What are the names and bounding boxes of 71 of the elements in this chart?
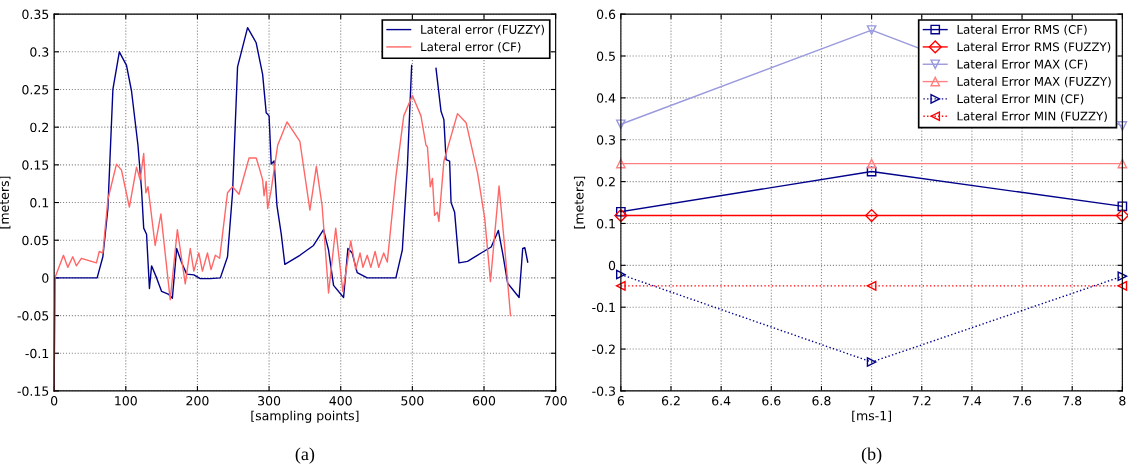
legend-label: Lateral Error MIN (FUZZY) xyxy=(957,111,1107,122)
x-tick-label: 400 xyxy=(329,396,352,406)
point xyxy=(615,206,626,217)
y-tick-label: 0.5 xyxy=(596,51,615,61)
x-tick-label: 6.2 xyxy=(661,396,680,406)
point xyxy=(866,158,877,169)
text: (b) xyxy=(861,447,882,464)
point xyxy=(615,269,626,280)
point xyxy=(866,280,877,291)
x-axis-title: [ms-1] xyxy=(852,410,891,422)
y-tick-label: -0.05 xyxy=(17,311,49,321)
text: (a) xyxy=(295,447,315,464)
x-tick-label: 7.4 xyxy=(962,396,982,406)
legend-label: Lateral Error RMS (CF) xyxy=(957,24,1087,36)
point xyxy=(1117,271,1128,282)
point xyxy=(865,208,879,223)
y-tick-label: 0.4 xyxy=(596,93,616,103)
y-tick-label: 0.2 xyxy=(30,122,49,133)
point xyxy=(615,158,626,169)
y-tick-label: -0.3 xyxy=(592,386,615,396)
x-tick-label: 100 xyxy=(115,396,137,406)
point xyxy=(1117,280,1128,291)
y-tick-label: 0.2 xyxy=(596,177,615,187)
x-tick-label: 6.6 xyxy=(762,396,781,406)
x-tick-label: 0 xyxy=(50,396,58,406)
y-tick-label: 0 xyxy=(608,260,616,271)
y-tick-label: -0.1 xyxy=(592,302,615,313)
y-tick-label: 0.3 xyxy=(30,47,49,57)
y-tick-label: 0.3 xyxy=(596,135,615,145)
legend-label: Lateral Error MAX (FUZZY) xyxy=(957,76,1111,88)
point xyxy=(614,208,628,223)
y-tick-label: 0.35 xyxy=(22,9,49,20)
x-tick-label: 7.2 xyxy=(912,396,931,406)
point xyxy=(1117,201,1128,212)
legend-label: Lateral error (CF) xyxy=(421,42,521,53)
legend-label: Lateral Error RMS (FUZZY) xyxy=(957,42,1111,53)
y-tick-label: 0.1 xyxy=(30,198,49,208)
x-tick-label: 7.6 xyxy=(1013,396,1032,406)
point xyxy=(615,280,626,291)
x-tick-label: 7.8 xyxy=(1063,396,1082,406)
x-tick-label: 6.8 xyxy=(812,396,831,406)
legend-label: Lateral Error MIN (CF) xyxy=(957,94,1084,105)
y-tick-label: 0.6 xyxy=(596,9,616,20)
legend-label: Lateral error (FUZZY) xyxy=(421,24,545,36)
y-tick-label: 0.1 xyxy=(596,218,615,229)
x-tick-label: 200 xyxy=(186,396,209,406)
y-axis-title: [meters] xyxy=(573,176,586,229)
point xyxy=(1117,158,1128,169)
point xyxy=(866,25,877,35)
y-tick-label: -0.1 xyxy=(25,348,49,359)
x-tick-label: 600 xyxy=(472,396,496,406)
x-tick-label: 500 xyxy=(401,396,424,406)
x-tick-label: 6.4 xyxy=(712,396,731,406)
y-tick-label: 0 xyxy=(42,273,49,283)
x-axis-title: [sampling points] xyxy=(251,410,359,423)
y-tick-label: 0.05 xyxy=(22,235,49,246)
y-tick-label: 0.15 xyxy=(22,160,49,170)
point xyxy=(866,357,877,367)
y-axis-title: [meters] xyxy=(0,176,11,229)
x-tick-label: 300 xyxy=(258,396,281,406)
y-tick-label: -0.2 xyxy=(592,344,615,354)
x-tick-label: 7 xyxy=(868,396,875,406)
x-tick-label: 8 xyxy=(1119,396,1126,406)
point xyxy=(615,119,626,130)
y-tick-label: 0.25 xyxy=(22,84,49,95)
legend-label: Lateral Error MAX (CF) xyxy=(957,59,1088,70)
x-tick-label: 6 xyxy=(617,396,625,406)
y-tick-label: -0.15 xyxy=(17,386,49,396)
x-tick-label: 700 xyxy=(544,396,567,406)
point xyxy=(1117,121,1128,131)
point xyxy=(1115,208,1128,223)
